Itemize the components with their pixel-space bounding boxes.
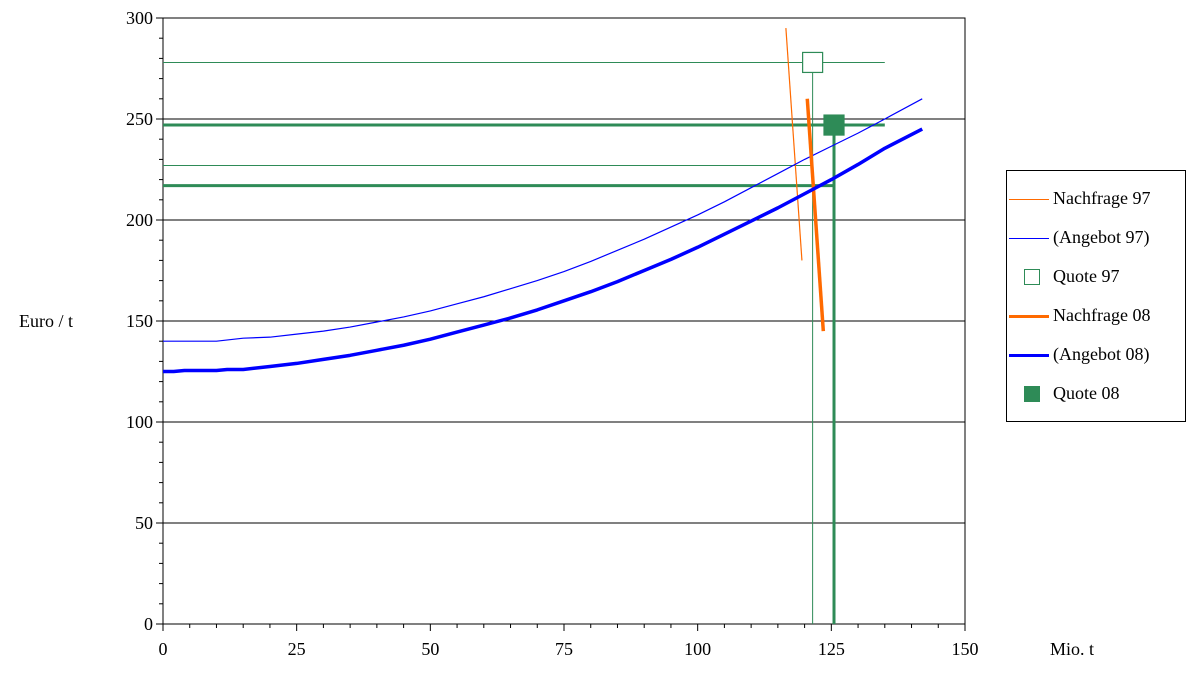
- series-4-line: [163, 127, 924, 374]
- legend-item-quote-97: Quote 97: [1007, 257, 1185, 296]
- legend-swatch-nachfrage-08: [1007, 305, 1053, 327]
- legend-item-nachfrage-08: Nachfrage 08: [1007, 296, 1185, 335]
- legend-label-quote-08: Quote 08: [1053, 383, 1120, 403]
- legend-label-nachfrage-97: Nachfrage 97: [1053, 188, 1151, 208]
- x-tick-label-3: 75: [555, 639, 573, 659]
- legend-swatch-angebot-08: [1007, 344, 1053, 366]
- y-axis-title: Euro / t: [19, 311, 73, 331]
- y-tick-label-5: 250: [126, 109, 153, 129]
- legend-item-angebot-97: (Angebot 97): [1007, 218, 1185, 257]
- legend-label-quote-97: Quote 97: [1053, 266, 1120, 286]
- legend-swatch-quote-97: [1007, 266, 1053, 288]
- y-tick-label-1: 50: [135, 513, 153, 533]
- legend-swatch-nachfrage-97: [1007, 188, 1053, 210]
- legend-label-angebot-97: (Angebot 97): [1053, 227, 1150, 247]
- legend-item-quote-08: Quote 08: [1007, 374, 1185, 413]
- x-tick-label-0: 0: [159, 639, 168, 659]
- legend: Nachfrage 97 (Angebot 97) Quote 97 Nachf…: [1006, 170, 1186, 422]
- y-tick-label-3: 150: [126, 311, 153, 331]
- x-tick-label-6: 150: [952, 639, 979, 659]
- x-tick-label-5: 125: [818, 639, 845, 659]
- x-tick-label-1: 25: [288, 639, 306, 659]
- series-5-marker-0: [823, 114, 845, 136]
- series-3-line: [805, 98, 826, 332]
- y-tick-label-6: 300: [126, 8, 153, 28]
- y-tick-label-2: 100: [126, 412, 153, 432]
- legend-item-angebot-08: (Angebot 08): [1007, 335, 1185, 374]
- y-tick-label-4: 200: [126, 210, 153, 230]
- x-tick-label-2: 50: [421, 639, 439, 659]
- y-tick-label-0: 0: [144, 614, 153, 634]
- x-axis-title: Mio. t: [1050, 639, 1094, 659]
- series-1-line: [163, 98, 923, 342]
- series-0-line: [785, 28, 803, 261]
- legend-label-nachfrage-08: Nachfrage 08: [1053, 305, 1151, 325]
- legend-label-angebot-08: (Angebot 08): [1053, 344, 1150, 364]
- x-tick-label-4: 100: [684, 639, 711, 659]
- series-2-marker-0: [802, 51, 824, 74]
- legend-item-nachfrage-97: Nachfrage 97: [1007, 179, 1185, 218]
- legend-swatch-angebot-97: [1007, 227, 1053, 249]
- legend-swatch-quote-08: [1007, 383, 1053, 405]
